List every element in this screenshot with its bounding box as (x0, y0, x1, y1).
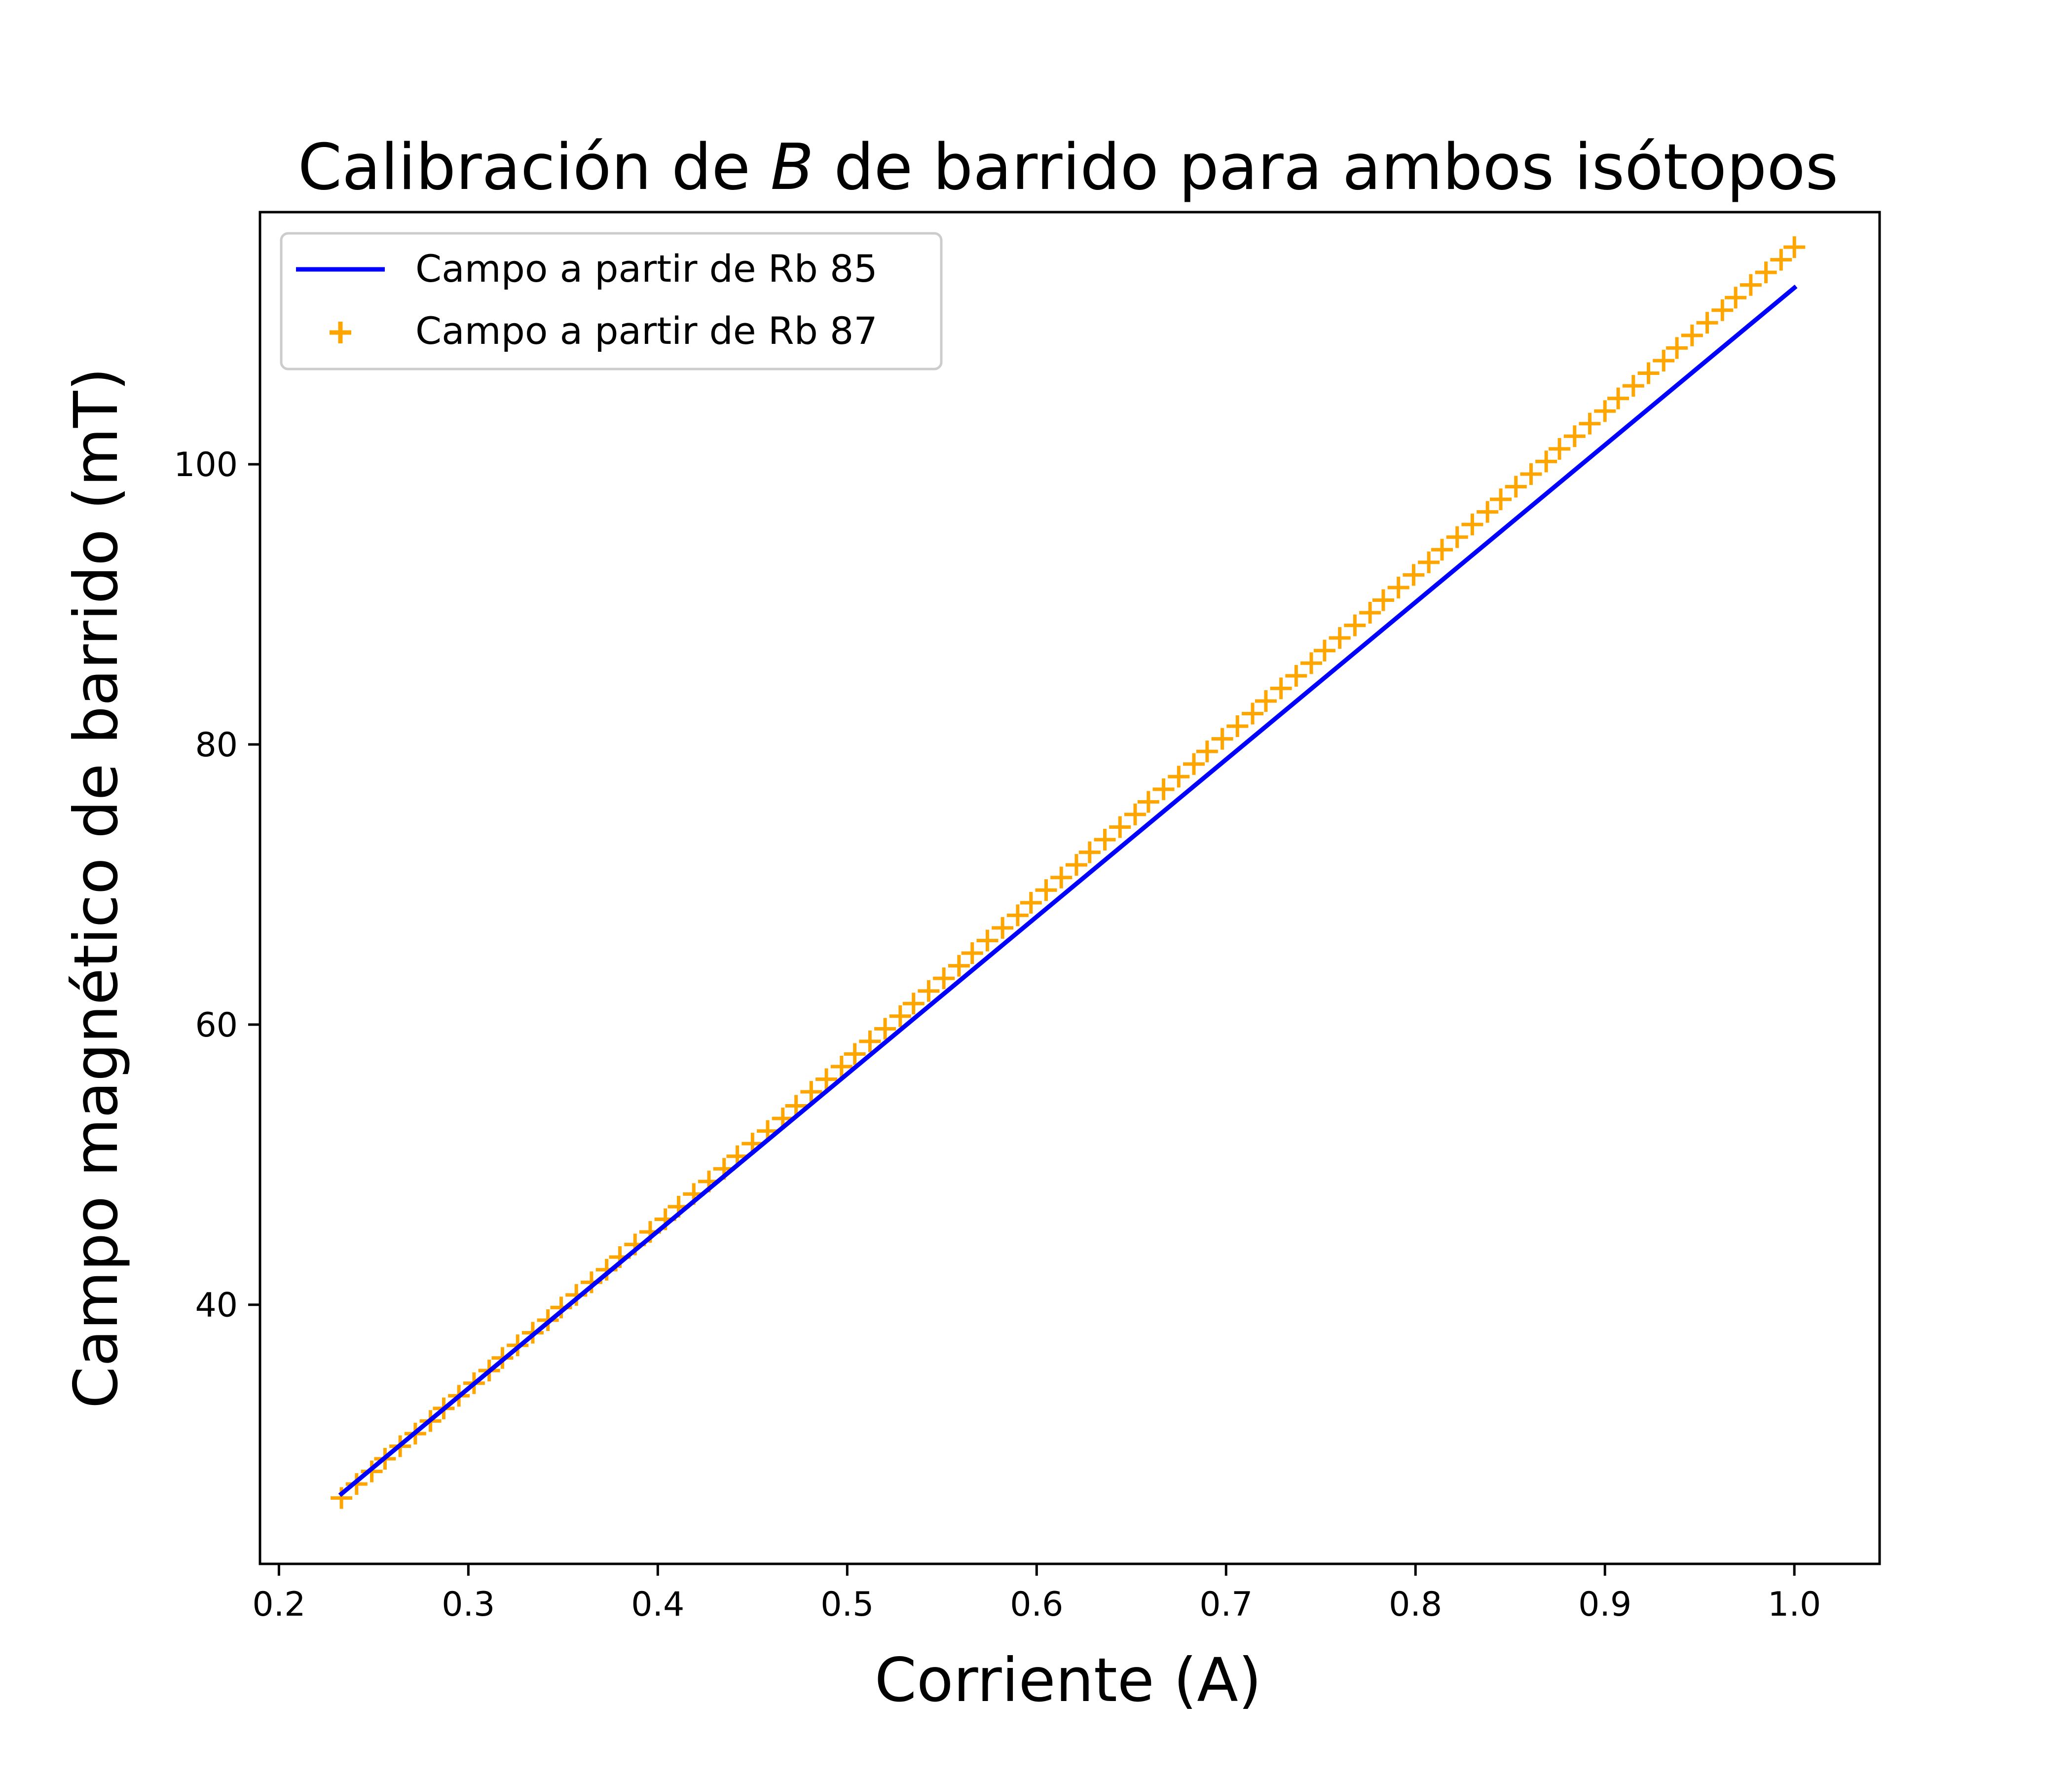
x-tick-label: 0.4 (631, 1585, 684, 1624)
data-point-rb87 (948, 955, 970, 977)
data-point-rb87 (1622, 375, 1644, 397)
data-point-rb87 (1344, 614, 1366, 636)
data-point-rb87 (1755, 261, 1777, 284)
data-point-rb87 (1535, 450, 1557, 473)
x-tick-label: 0.6 (1010, 1585, 1063, 1624)
data-point-rb87 (1255, 690, 1277, 712)
x-axis-label: Corriente (A) (875, 1645, 1262, 1715)
y-axis-ticks: 40 60 80 100 (174, 445, 260, 1325)
data-point-rb87 (1594, 400, 1616, 422)
data-point-rb87 (1006, 904, 1029, 926)
data-point-rb87 (1563, 425, 1586, 447)
legend-label-rb87: Campo a partir de Rb 87 (415, 309, 878, 353)
data-point-rb87 (1446, 526, 1468, 548)
data-point-rb87 (1211, 728, 1233, 750)
data-point-rb87 (1739, 274, 1762, 296)
data-point-rb87 (815, 1068, 838, 1090)
data-point-rb87 (1137, 791, 1159, 813)
data-point-rb87 (902, 993, 925, 1015)
y-tick-label: 100 (174, 445, 238, 484)
data-point-rb87 (1696, 312, 1718, 334)
legend: Campo a partir de Rb 85 Campo a partir d… (280, 232, 943, 370)
data-point-rb87 (844, 1043, 866, 1065)
data-point-rb87 (331, 1487, 353, 1509)
data-point-rb87 (1285, 665, 1307, 687)
data-point-rb87 (1770, 249, 1792, 271)
y-tick-label: 40 (195, 1286, 238, 1325)
y-tick-label: 80 (195, 726, 238, 765)
data-point-rb87 (1418, 551, 1440, 573)
plot-area: 0.2 0.3 0.4 0.5 0.6 0.7 0.8 0.9 1.0 40 60 80 100 (174, 211, 1881, 1624)
data-point-rb87 (1183, 753, 1205, 775)
data-point-rb87 (1078, 841, 1101, 863)
series-rb85-line (338, 284, 1798, 1497)
data-point-rb87 (1653, 349, 1675, 371)
data-point-rb87 (1711, 299, 1734, 321)
data-point-rb87 (1579, 412, 1601, 435)
data-point-rb87 (1050, 866, 1073, 888)
data-point-rb87 (1666, 337, 1688, 359)
data-point-rb87 (1065, 854, 1087, 876)
data-point-rb87 (1300, 652, 1323, 674)
data-point-rb87 (1359, 602, 1381, 624)
data-point-rb87 (1681, 324, 1703, 346)
data-point-rb87 (889, 1005, 911, 1027)
data-point-rb87 (1387, 576, 1409, 598)
data-point-rb87 (1329, 627, 1351, 649)
data-point-rb87 (1020, 891, 1042, 914)
data-point-rb87 (785, 1095, 807, 1117)
data-point-rb87 (1490, 488, 1512, 511)
data-point-rb87 (800, 1081, 822, 1103)
data-point-rb87 (1477, 501, 1499, 523)
data-point-rb87 (1196, 740, 1218, 763)
data-point-rb87 (830, 1056, 852, 1078)
x-tick-label: 0.2 (252, 1585, 305, 1624)
data-point-rb87 (1109, 816, 1131, 838)
data-point-rb87 (1242, 703, 1264, 725)
legend-plus-rb87-swatch (330, 322, 351, 343)
series-rb87-markers (331, 236, 1806, 1509)
data-point-rb87 (1403, 564, 1425, 586)
x-tick-label: 0.8 (1389, 1585, 1442, 1624)
data-point-rb87 (1431, 539, 1453, 561)
data-point-rb87 (1152, 778, 1175, 800)
data-point-rb87 (1124, 803, 1146, 825)
data-point-rb87 (1168, 766, 1190, 788)
data-point-rb87 (1035, 879, 1057, 901)
x-tick-label: 0.5 (820, 1585, 874, 1624)
x-axis-ticks: 0.2 0.3 0.4 0.5 0.6 0.7 0.8 0.9 1.0 (252, 1564, 1821, 1624)
y-axis-label: Campo magnético de barrido (mT) (61, 368, 131, 1408)
series-layer (331, 236, 1806, 1509)
data-point-rb87 (1783, 236, 1806, 258)
data-point-rb87 (933, 967, 955, 990)
data-point-rb87 (1313, 639, 1335, 662)
x-tick-label: 0.7 (1199, 1585, 1253, 1624)
data-point-rb87 (976, 929, 999, 952)
data-point-rb87 (1226, 715, 1249, 738)
x-tick-label: 0.3 (442, 1585, 495, 1624)
data-point-rb87 (992, 917, 1014, 939)
x-tick-label: 0.9 (1578, 1585, 1631, 1624)
legend-label-rb85: Campo a partir de Rb 85 (415, 247, 878, 291)
data-point-rb87 (1270, 677, 1292, 700)
data-point-rb87 (1372, 589, 1394, 611)
y-tick-label: 60 (195, 1006, 238, 1045)
data-point-rb87 (859, 1030, 881, 1052)
data-point-rb87 (961, 942, 983, 964)
data-point-rb87 (1520, 463, 1542, 485)
data-point-rb87 (1549, 438, 1571, 460)
data-point-rb87 (1725, 287, 1747, 309)
axes-frame (259, 211, 1881, 1565)
data-point-rb87 (1637, 362, 1660, 384)
data-point-rb87 (1094, 829, 1116, 851)
legend-frame (280, 232, 943, 370)
chart-title: Calibración de B de barrido para ambos i… (298, 131, 1839, 204)
data-point-rb87 (1505, 476, 1527, 498)
data-point-rb87 (918, 980, 940, 1002)
data-point-rb87 (1461, 514, 1483, 536)
x-tick-label: 1.0 (1768, 1585, 1821, 1624)
data-point-rb87 (1607, 387, 1629, 409)
data-point-rb87 (874, 1018, 896, 1040)
